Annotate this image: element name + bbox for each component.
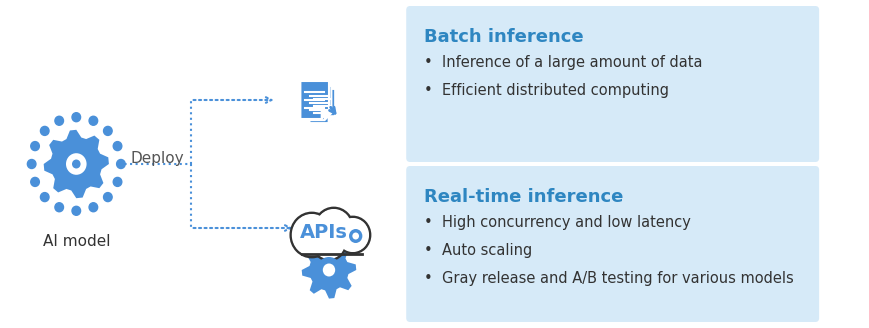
Circle shape (72, 159, 81, 169)
Circle shape (40, 126, 49, 135)
Text: Batch inference: Batch inference (424, 28, 583, 46)
Circle shape (315, 209, 351, 247)
Text: Deploy: Deploy (130, 152, 184, 167)
Circle shape (319, 259, 339, 280)
Circle shape (89, 203, 97, 212)
Text: AI model: AI model (43, 234, 109, 249)
Circle shape (27, 159, 36, 169)
Circle shape (313, 225, 345, 259)
Circle shape (116, 159, 125, 169)
Text: •  Efficient distributed computing: • Efficient distributed computing (424, 83, 668, 98)
Circle shape (40, 193, 49, 202)
Circle shape (315, 208, 353, 248)
Circle shape (103, 193, 112, 202)
Text: •  Inference of a large amount of data: • Inference of a large amount of data (424, 55, 702, 70)
Circle shape (322, 263, 335, 277)
PathPatch shape (302, 241, 355, 298)
Circle shape (66, 153, 87, 175)
Circle shape (336, 218, 368, 252)
Circle shape (89, 116, 97, 125)
Text: •  High concurrency and low latency: • High concurrency and low latency (424, 215, 691, 230)
Text: APIs: APIs (300, 222, 348, 241)
Text: Real-time inference: Real-time inference (424, 188, 623, 206)
Circle shape (103, 126, 112, 135)
Circle shape (72, 206, 81, 215)
Circle shape (335, 217, 369, 253)
Circle shape (55, 116, 63, 125)
Circle shape (72, 113, 81, 122)
Circle shape (59, 146, 93, 182)
Polygon shape (324, 113, 331, 120)
Circle shape (316, 257, 341, 283)
Circle shape (55, 203, 63, 212)
Text: •  Auto scaling: • Auto scaling (424, 243, 532, 258)
Polygon shape (300, 81, 328, 119)
Text: •  Gray release and A/B testing for various models: • Gray release and A/B testing for vario… (424, 271, 793, 286)
PathPatch shape (43, 130, 109, 198)
Polygon shape (309, 89, 335, 123)
Circle shape (348, 229, 362, 243)
Circle shape (350, 230, 361, 242)
Polygon shape (321, 111, 328, 119)
Circle shape (63, 151, 89, 177)
Polygon shape (328, 116, 335, 123)
FancyBboxPatch shape (406, 166, 819, 322)
Circle shape (30, 142, 39, 151)
Polygon shape (305, 86, 331, 120)
Circle shape (352, 233, 359, 239)
Circle shape (290, 213, 333, 257)
FancyBboxPatch shape (406, 6, 819, 162)
Circle shape (291, 214, 331, 256)
PathPatch shape (341, 221, 370, 251)
Circle shape (113, 142, 122, 151)
Circle shape (30, 177, 39, 186)
Circle shape (311, 224, 346, 260)
Circle shape (113, 177, 122, 186)
